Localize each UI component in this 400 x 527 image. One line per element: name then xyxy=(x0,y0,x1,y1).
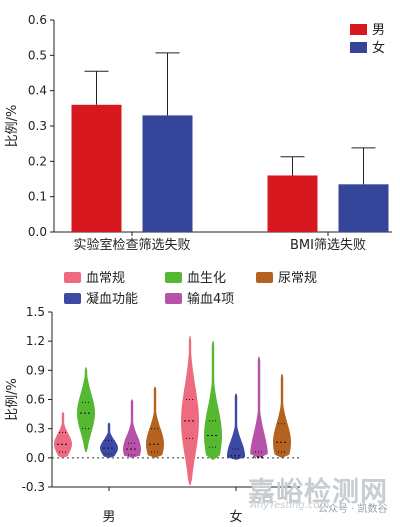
y-tick-label: 0.4 xyxy=(28,84,47,98)
bar xyxy=(267,175,318,232)
x-tick-label: 实验室检查筛选失败 xyxy=(73,237,190,253)
y-tick-label: 0.0 xyxy=(26,451,45,465)
x-tick-label: 女 xyxy=(229,509,242,525)
bar xyxy=(338,184,389,232)
y-tick-label: 1.5 xyxy=(26,305,45,319)
y-tick-label: 1.2 xyxy=(26,334,45,348)
legend-swatch xyxy=(64,272,81,283)
legend-swatch xyxy=(256,272,273,283)
y-axis-title: 比例/% xyxy=(5,378,20,421)
legend-swatch xyxy=(350,24,367,35)
violin-body xyxy=(123,399,141,458)
bar-chart: 0.0 0.1 0.2 0.3 0.4 0.5 0.6 比例/% 实验室检查筛选失败 BMI筛选失… xyxy=(5,13,392,253)
y-tick-label: 0.9 xyxy=(26,363,45,377)
legend-swatch xyxy=(165,272,182,283)
bar xyxy=(71,104,122,232)
y-tick-label: 0.6 xyxy=(26,393,45,407)
legend-swatch xyxy=(165,293,182,304)
violin-body xyxy=(250,356,268,458)
y-tick-label: 0.1 xyxy=(28,190,47,204)
violin-body xyxy=(227,393,245,460)
legend-label: 女 xyxy=(372,40,385,56)
legend-label: 尿常规 xyxy=(278,271,317,286)
y-tick-label: 0.2 xyxy=(28,154,47,168)
legend-swatch xyxy=(64,293,81,304)
legend-label: 凝血功能 xyxy=(86,291,138,307)
y-tick-label: -0.3 xyxy=(22,480,45,494)
y-tick-label: 0.6 xyxy=(28,13,47,27)
violin-chart: -0.3 0.0 0.3 0.6 0.9 1.2 1.5 比例/% 男 女 血常规 血生化 尿常规凝血功… xyxy=(5,271,317,525)
legend-label: 男 xyxy=(372,23,385,38)
legend-swatch xyxy=(350,42,367,53)
watermark-logo: 嘉峪检测网 xyxy=(248,477,388,508)
violin-body xyxy=(146,386,164,458)
violin-body xyxy=(77,367,95,452)
y-tick-label: 0.3 xyxy=(26,422,45,436)
x-tick-label: 男 xyxy=(102,510,115,525)
violin-body xyxy=(273,374,291,458)
legend-label: 输血4项 xyxy=(187,291,234,307)
watermark-account: 公众号 · 凯数谷 xyxy=(318,504,388,515)
violin-body xyxy=(181,336,199,486)
violin-body xyxy=(204,341,222,460)
y-tick-label: 0.3 xyxy=(28,119,47,133)
x-tick-label: BMI筛选失败 xyxy=(290,238,366,253)
watermark-subtext: AnyTesting.com xyxy=(250,500,330,511)
bar xyxy=(142,115,193,232)
y-tick-label: 0.5 xyxy=(28,48,47,62)
y-tick-label: 0.0 xyxy=(28,225,47,239)
legend-label: 血常规 xyxy=(86,271,125,286)
y-axis-title: 比例/% xyxy=(5,105,20,148)
violin-body xyxy=(54,412,72,458)
legend-label: 血生化 xyxy=(187,271,226,286)
